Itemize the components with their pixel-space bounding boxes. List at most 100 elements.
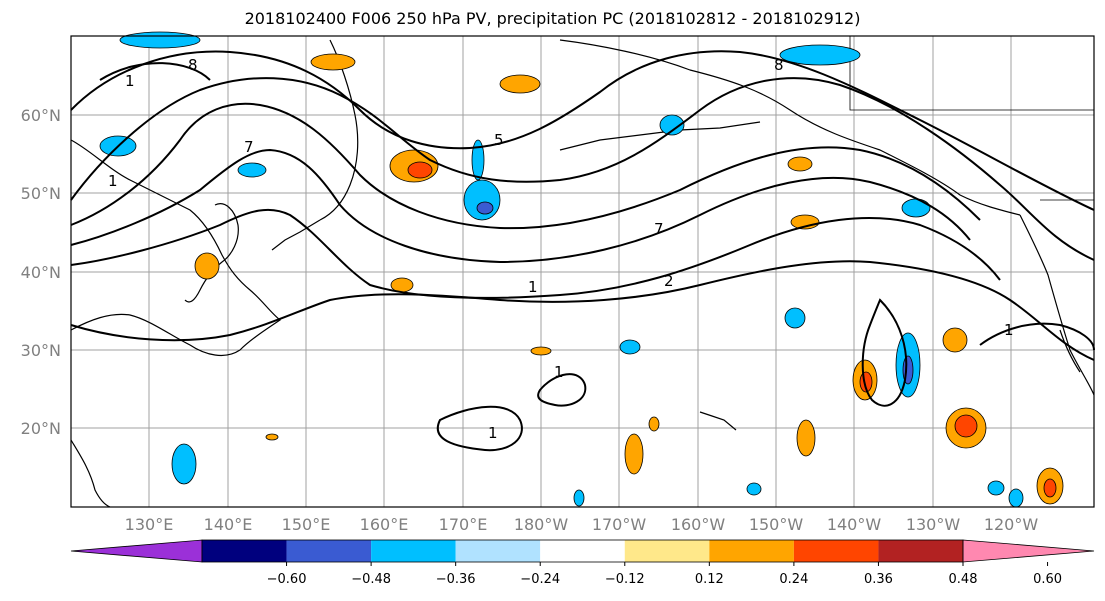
pv-contour <box>70 208 1001 299</box>
pv-contour <box>70 148 971 264</box>
colorbar-tick-label: 0.36 <box>864 572 893 587</box>
latitude-label: 20°N <box>21 419 61 438</box>
pv-contour <box>861 298 908 407</box>
colorbar-tick-labels: −0.60 −0.48 −0.36 −0.24 −0.12 0.12 0.24 0.36 0.4… <box>267 562 1062 587</box>
colorbar-segment <box>371 540 456 562</box>
colorbar-extend-max <box>962 539 1095 563</box>
longitude-labels: 130°E 140°E 150°E 160°E 170°E 180°W 170°W 160°W… <box>125 515 1039 534</box>
pv-contour <box>70 77 1095 261</box>
colorbar-segment <box>455 540 541 562</box>
colorbar-segment <box>540 540 625 562</box>
colorbar-segment <box>624 540 710 562</box>
longitude-label: 130°E <box>125 515 174 534</box>
pv-contours <box>70 50 1095 452</box>
contour-label: 1 <box>108 172 118 190</box>
precip-positive-patch <box>942 327 968 353</box>
precip-negative-patch <box>619 339 641 355</box>
contour-label: 1 <box>488 424 498 442</box>
longitude-label: 140°E <box>204 515 253 534</box>
contour-label: 2 <box>664 272 674 290</box>
precip-negative-core <box>476 201 494 215</box>
na-west-coast <box>1019 214 1095 396</box>
precip-negative-patch <box>1008 488 1024 508</box>
contour-label: 1 <box>1004 321 1014 339</box>
colorbar-segment <box>202 540 287 562</box>
precip-positive-patch <box>787 156 813 172</box>
longitude-label: 150°E <box>282 515 331 534</box>
colorbar-tick-label: 0.60 <box>1033 572 1062 587</box>
pv-contour <box>70 260 1095 361</box>
colorbar-outline <box>201 539 964 563</box>
aleutian-chain <box>559 121 761 151</box>
contour-label: 1 <box>554 363 564 381</box>
colorbar <box>70 539 1095 563</box>
precip-negative-patch <box>237 162 267 178</box>
colorbar-segment <box>878 540 963 562</box>
precip-negative-patch <box>659 114 685 136</box>
contour-label: 1 <box>528 278 538 296</box>
kamchatka-coast <box>319 39 359 221</box>
japan-coast <box>184 203 239 303</box>
precip-positive-patch <box>194 252 220 280</box>
coastlines <box>70 36 1095 508</box>
precip-positive-patch <box>499 74 541 94</box>
contour-label: 1 <box>125 72 135 90</box>
precip-positive-patch <box>265 433 279 441</box>
map-frame <box>70 35 1095 508</box>
colorbar-tick-label: 0.12 <box>695 572 724 587</box>
colorbar-segment <box>286 540 372 562</box>
precip-negative-patch <box>471 139 485 181</box>
precip-negative-patch <box>779 44 861 66</box>
hawaii-islands <box>699 411 737 431</box>
precip-negative-patch <box>573 489 585 507</box>
longitude-label: 160°E <box>360 515 409 534</box>
pv-contour <box>70 102 981 230</box>
precip-positive-core <box>1043 478 1057 498</box>
contour-label-group: 1 8 5 7 1 2 1 1 8 7 1 1 <box>108 56 1014 442</box>
pv-contour <box>537 373 587 407</box>
longitude-label: 160°W <box>671 515 726 534</box>
latitude-label: 30°N <box>21 341 61 360</box>
longitude-label: 140°W <box>827 515 882 534</box>
precip-negative-patch <box>463 179 501 221</box>
longitude-label: 170°W <box>592 515 647 534</box>
colorbar-tick-label: −0.36 <box>436 572 476 587</box>
colorbar-tick-label: −0.60 <box>267 572 307 587</box>
latitude-label: 60°N <box>21 106 61 125</box>
colorbar-tick-label: 0.24 <box>779 572 808 587</box>
precip-positive-patch <box>310 53 356 71</box>
graticule <box>71 36 1094 507</box>
latitude-label: 50°N <box>21 184 61 203</box>
colorbar-tick-label: −0.12 <box>605 572 645 587</box>
contour-label: 5 <box>494 131 504 149</box>
pv-contour <box>979 322 1095 351</box>
pv-contour <box>99 62 211 81</box>
precip-negative-patch <box>901 198 931 218</box>
contour-label: 8 <box>188 56 198 74</box>
philippines-coast <box>70 439 111 508</box>
precip-positive-patch <box>624 433 644 475</box>
precip-positive-patch <box>648 416 660 432</box>
precip-negative-patch <box>171 443 197 485</box>
precip-positive-patch <box>530 346 552 356</box>
colorbar-segment <box>709 540 794 562</box>
precip-negative-patch <box>784 307 806 329</box>
colorbar-extend-min <box>70 539 203 563</box>
longitude-label: 120°W <box>984 515 1039 534</box>
contour-label: 7 <box>244 138 254 156</box>
precip-positive-patch <box>796 419 816 457</box>
contour-label: 8 <box>774 56 784 74</box>
colorbar-segment <box>793 540 879 562</box>
pv-contour <box>436 405 523 452</box>
longitude-label: 180°W <box>514 515 569 534</box>
precip-negative-patch <box>119 31 201 49</box>
longitude-label: 150°W <box>749 515 804 534</box>
colorbar-tick-label: −0.24 <box>520 572 560 587</box>
pv-contour <box>70 50 1095 211</box>
longitude-label: 130°W <box>906 515 961 534</box>
precip-positive-core <box>407 161 433 179</box>
precip-negative-patch <box>987 480 1005 496</box>
baja-coast <box>1059 329 1081 373</box>
map-title: 2018102400 F006 250 hPa PV, precipitatio… <box>244 9 861 28</box>
longitude-label: 170°E <box>439 515 488 534</box>
